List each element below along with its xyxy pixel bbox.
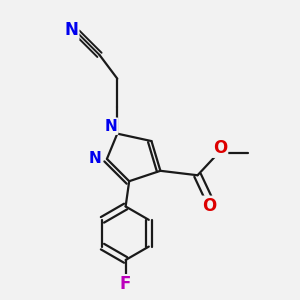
Text: N: N xyxy=(104,119,117,134)
Text: O: O xyxy=(213,139,227,157)
Text: F: F xyxy=(120,275,131,293)
Text: N: N xyxy=(64,21,78,39)
Text: O: O xyxy=(202,197,217,215)
Text: N: N xyxy=(88,151,101,166)
